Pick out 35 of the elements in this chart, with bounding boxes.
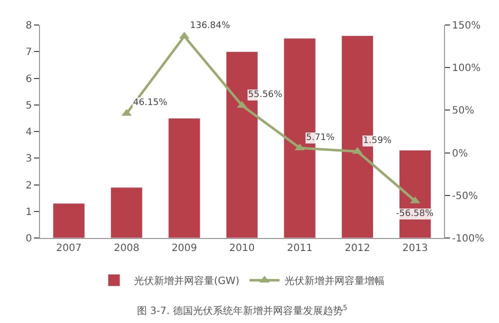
y-tick-label: 6 (26, 74, 32, 85)
x-tick-label: 2010 (229, 243, 255, 254)
data-label: 55.56% (248, 90, 283, 100)
legend-label: 光伏新增并网容量增幅 (284, 275, 385, 288)
data-label: 1.59% (363, 136, 392, 146)
y-tick-label: 7 (26, 47, 32, 58)
data-label: 46.15% (133, 98, 168, 108)
bar (110, 187, 143, 238)
x-tick-label: 2011 (286, 243, 312, 254)
y2-tick-label: -50% (452, 190, 478, 202)
y-tick-label: 1 (26, 206, 32, 218)
y-tick-label: 5 (26, 100, 32, 112)
y-tick-label: 8 (26, 20, 32, 32)
x-tick-label: 2008 (114, 243, 140, 254)
data-label: 136.84% (190, 21, 230, 31)
bar (168, 118, 200, 238)
y-tick-label: 4 (26, 127, 32, 138)
bar (52, 203, 85, 238)
y2-tick-label: 0% (452, 148, 468, 160)
caption: 图 3-7. 德国光伏系统年新增并网容量发展趋势$^{5}$ (137, 304, 348, 318)
x-tick-label: 2012 (344, 243, 370, 254)
data-label: -56.58% (396, 209, 434, 219)
y-tick-label: 3 (26, 154, 32, 165)
legend-label: 光伏新增并网容量(GW) (134, 275, 240, 288)
data-label: 5.71% (306, 133, 336, 143)
x-tick-label: 2013 (402, 243, 428, 254)
x-tick-label: 2007 (56, 243, 82, 254)
y-tick-label: 2 (26, 180, 32, 192)
x-tick-label: 2009 (172, 243, 198, 254)
point (294, 143, 305, 150)
y-tick-label: 0 (26, 234, 32, 244)
y2-tick-label: 150% (452, 20, 481, 32)
y2-tick-label: 100% (452, 63, 481, 74)
y2-tick-label: 50% (452, 106, 474, 117)
y2-tick-label: -100% (452, 234, 484, 244)
